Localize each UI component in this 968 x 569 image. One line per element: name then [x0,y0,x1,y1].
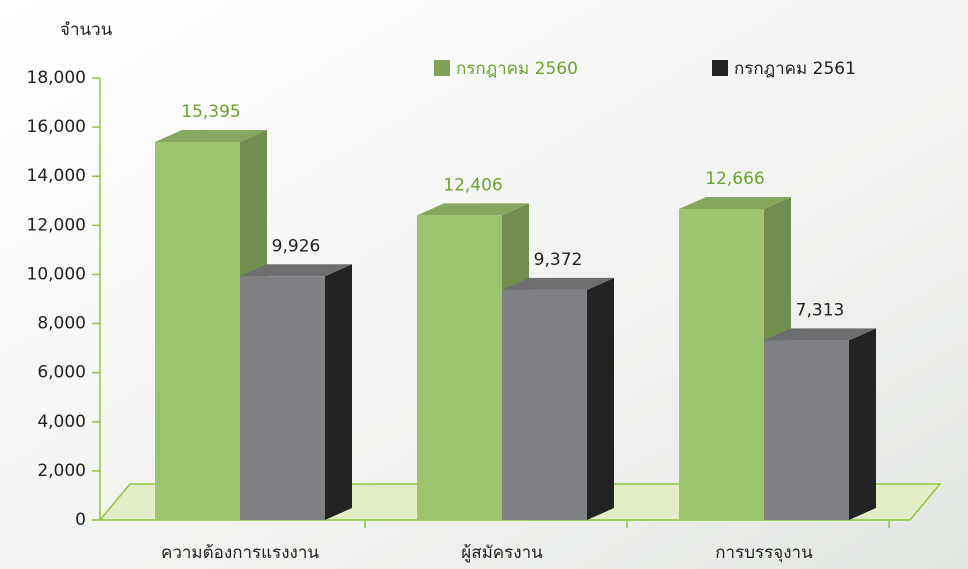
y-tick-label: 14,000 [27,166,86,186]
bar [417,215,502,521]
y-tick-label: 2,000 [37,461,86,481]
bar [764,340,849,520]
bar-side [325,264,352,520]
bar-top [417,203,529,216]
legend-swatch [434,60,450,76]
x-tick-label: ความต้องการแรงงาน [161,543,319,563]
x-tick-label: การบรรจุงาน [715,543,813,563]
bar [679,208,764,520]
bar [155,141,240,520]
bar-top [502,277,614,290]
data-label: 7,313 [796,300,845,320]
legend-label: กรกฎาคม 2560 [456,59,578,79]
bar [240,276,325,520]
y-tick-label: 0 [75,510,86,530]
legend-label: กรกฎาคม 2561 [734,59,856,79]
y-tick-label: 10,000 [27,264,86,284]
y-tick-label: 16,000 [27,117,86,137]
bar [502,289,587,520]
legend-swatch [712,60,728,76]
bar-top [764,328,876,341]
data-label: 15,395 [181,102,240,122]
bar-top [679,196,791,209]
data-label: 9,926 [272,236,321,256]
y-tick-label: 8,000 [37,314,86,334]
bar-side [849,328,876,520]
data-label: 9,372 [534,250,583,270]
y-tick-label: 18,000 [27,68,86,88]
bar-top [155,129,267,142]
y-tick-label: 4,000 [37,412,86,432]
bar-side [587,277,614,520]
bar-top [240,264,352,277]
x-tick-label: ผู้สมัครงาน [461,543,543,563]
data-label: 12,666 [705,169,764,189]
data-label: 12,406 [443,175,502,195]
y-tick-label: 6,000 [37,363,86,383]
y-axis-label: จำนวน [60,20,113,40]
y-tick-label: 12,000 [27,215,86,235]
